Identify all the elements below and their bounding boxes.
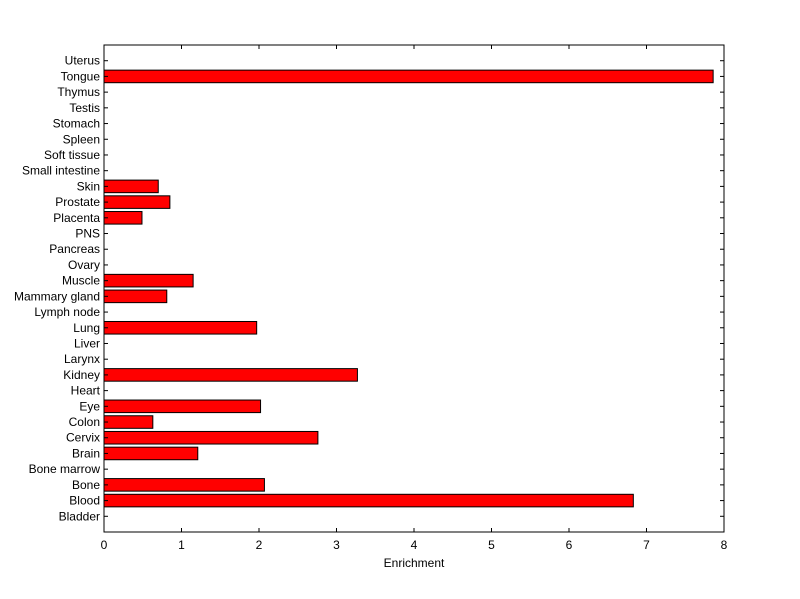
y-tick-label-spleen: Spleen xyxy=(63,132,100,146)
y-tick-label-skin: Skin xyxy=(77,179,100,193)
x-axis-label: Enrichment xyxy=(384,556,445,570)
y-tick-label-prostate: Prostate xyxy=(55,195,100,209)
bar-lung xyxy=(103,320,258,335)
bar-bone xyxy=(103,478,265,492)
bar-cervix xyxy=(103,430,319,445)
y-tick-label-colon: Colon xyxy=(69,415,100,429)
x-tick-label-2: 2 xyxy=(256,538,263,552)
y-tick-label-lymph-node: Lymph node xyxy=(34,305,100,319)
x-tick-label-1: 1 xyxy=(178,538,185,552)
bar-skin xyxy=(103,179,159,194)
x-tick-label-5: 5 xyxy=(488,538,495,552)
y-tick-label-bone-marrow: Bone marrow xyxy=(29,462,101,476)
y-tick-label-bone: Bone xyxy=(72,478,100,492)
bar-muscle xyxy=(103,273,194,288)
bar-placenta xyxy=(103,211,143,225)
y-tick-label-ovary: Ovary xyxy=(68,258,100,272)
x-tick-label-0: 0 xyxy=(101,538,108,552)
y-tick-label-kidney: Kidney xyxy=(63,368,100,382)
y-tick-label-placenta: Placenta xyxy=(53,211,100,225)
y-tick-label-cervix: Cervix xyxy=(66,431,100,445)
y-tick-label-liver: Liver xyxy=(74,336,100,350)
x-tick-label-8: 8 xyxy=(721,538,728,552)
y-tick-label-eye: Eye xyxy=(79,399,100,413)
y-tick-label-thymus: Thymus xyxy=(57,85,100,99)
bar-brain xyxy=(103,446,199,461)
bar-mammary-gland xyxy=(103,289,168,304)
y-tick-label-blood: Blood xyxy=(69,494,100,508)
plot-frame xyxy=(103,44,725,533)
y-tick-label-larynx: Larynx xyxy=(64,352,100,366)
bar-tongue xyxy=(103,69,714,84)
x-tick-label-4: 4 xyxy=(411,538,418,552)
y-tick-label-soft-tissue: Soft tissue xyxy=(44,148,100,162)
y-tick-label-tongue: Tongue xyxy=(61,69,101,83)
y-tick-label-pns: PNS xyxy=(75,227,100,241)
y-tick-label-testis: Testis xyxy=(69,101,100,115)
y-tick-label-bladder: Bladder xyxy=(59,509,100,523)
bar-blood xyxy=(103,493,634,508)
y-tick-label-brain: Brain xyxy=(72,446,100,460)
x-tick-label-3: 3 xyxy=(333,538,340,552)
y-tick-label-pancreas: Pancreas xyxy=(49,242,100,256)
y-tick-label-heart: Heart xyxy=(71,384,101,398)
y-tick-label-uterus: Uterus xyxy=(65,54,100,68)
y-tick-label-mammary-gland: Mammary gland xyxy=(14,289,100,303)
plot-area xyxy=(104,45,724,532)
bar-prostate xyxy=(103,195,171,209)
y-tick-label-muscle: Muscle xyxy=(62,274,100,288)
y-tick-label-lung: Lung xyxy=(73,321,100,335)
bar-colon xyxy=(103,415,154,429)
y-tick-label-small-intestine: Small intestine xyxy=(22,164,100,178)
x-axis-ticks: 0 1 2 3 4 5 6 7 8 xyxy=(101,45,728,552)
x-tick-label-6: 6 xyxy=(566,538,573,552)
y-tick-label-stomach: Stomach xyxy=(53,117,100,131)
bar-kidney xyxy=(103,368,358,382)
x-tick-label-7: 7 xyxy=(643,538,650,552)
bar-eye xyxy=(103,399,262,414)
